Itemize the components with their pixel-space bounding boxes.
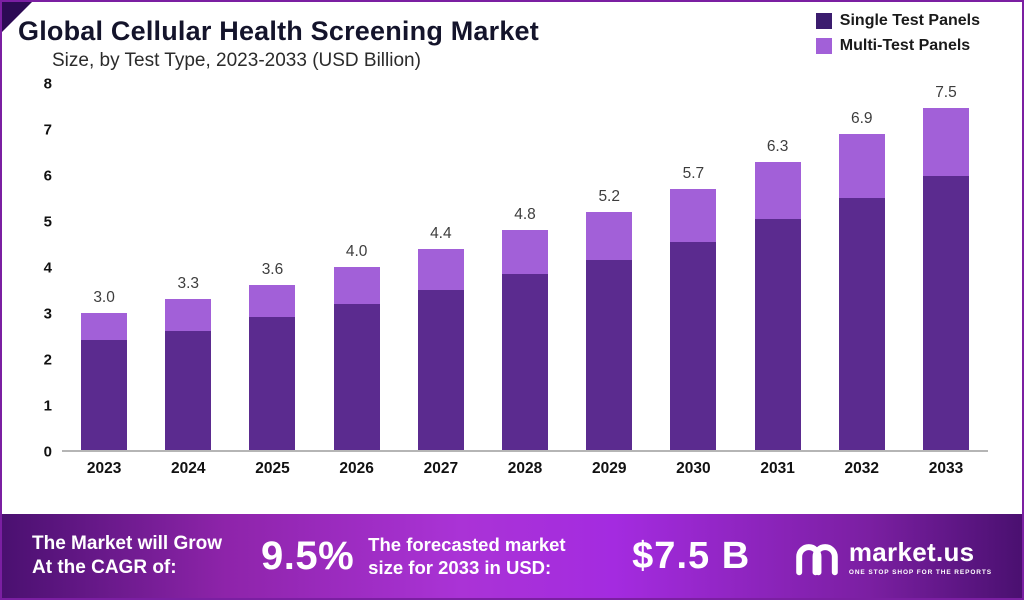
bar-segment-multi-test [670, 189, 717, 242]
bar-segment-multi-test [586, 212, 633, 261]
y-axis-tick-label: 3 [43, 305, 52, 323]
bar-segment-multi-test [81, 312, 128, 341]
bar-group: 4.4 [399, 84, 483, 451]
cagr-value: 9.5% [261, 533, 355, 578]
y-axis-tick-label: 7 [43, 121, 52, 139]
bar-total-label: 4.8 [514, 206, 536, 224]
bar-group: 5.2 [567, 84, 651, 451]
banner-cagr-caption-line2: At the CAGR of: [32, 557, 177, 578]
bar-segment-multi-test [838, 134, 885, 199]
bar-chart: 0 1 2 3 4 5 6 7 8 3.0 3.3 3.6 4.0 4.4 4.8 5.2 5.7 6.3 6.9… [2, 76, 1022, 486]
page-title: Global Cellular Health Screening Market [18, 16, 539, 46]
bar-segment-single-test [81, 340, 128, 451]
bar-group: 4.8 [483, 84, 567, 451]
bar-segment-single-test [333, 303, 380, 451]
y-axis-tick-label: 4 [43, 259, 52, 277]
footer-banner: The Market will Grow At the CAGR of: 9.5… [2, 514, 1022, 598]
y-axis-tick-label: 5 [43, 213, 52, 231]
banner-forecast-caption-line1: The forecasted market [368, 533, 566, 555]
x-axis-year-label: 2023 [86, 460, 122, 478]
banner-forecast-caption-line2: size for 2033 in USD: [368, 557, 552, 578]
bar-segment-single-test [754, 219, 801, 451]
x-axis-year-label: 2031 [760, 460, 795, 478]
banner-cagr-caption-line1: The Market will Grow [32, 533, 223, 555]
bar-segment-multi-test [249, 285, 296, 318]
bar-total-label: 7.5 [935, 84, 957, 102]
chart-header: Global Cellular Health Screening Market … [2, 2, 1022, 72]
plot-area-wrap: 3.0 3.3 3.6 4.0 4.4 4.8 5.2 5.7 6.3 6.9 7.5 2023 20… [62, 84, 988, 486]
plot-area: 3.0 3.3 3.6 4.0 4.4 4.8 5.2 5.7 6.3 6.9 7.5 [62, 84, 988, 453]
bar-segment-multi-test [165, 299, 212, 332]
y-axis-tick-label: 6 [43, 167, 52, 185]
banner-forecast-caption: The forecasted market size for 2033 in U… [368, 533, 618, 579]
brand-text: market.us ONE STOP SHOP FOR THE REPORTS [849, 537, 992, 576]
bar-group: 6.3 [736, 84, 820, 451]
brand-block: market.us ONE STOP SHOP FOR THE REPORTS [794, 536, 992, 576]
bar-segment-multi-test [333, 267, 380, 304]
bar-group: 6.9 [820, 84, 904, 451]
legend-swatch [815, 38, 832, 54]
y-axis-tick-label: 1 [43, 397, 52, 415]
legend-item: Multi-Test Panels [815, 37, 980, 55]
bar-group: 7.5 [904, 84, 988, 451]
banner-cagr-caption: The Market will Grow At the CAGR of: [32, 532, 247, 580]
bar-total-label: 5.7 [682, 165, 705, 183]
bar-total-label: 5.2 [598, 188, 620, 206]
legend-item: Single Test Panels [815, 12, 980, 30]
chart-legend: Single Test Panels Multi-Test Panels [815, 12, 980, 55]
bar-total-label: 4.0 [345, 243, 368, 261]
bar-segment-single-test [838, 198, 885, 451]
legend-swatch [815, 13, 832, 29]
bar-group: 3.6 [230, 84, 314, 451]
y-axis: 0 1 2 3 4 5 6 7 8 [28, 76, 62, 461]
bar-group: 3.3 [146, 84, 230, 451]
bar-segment-single-test [670, 241, 717, 451]
y-axis-tick-label: 8 [43, 75, 52, 93]
brand-name: market.us [848, 536, 975, 567]
bar-group: 3.0 [62, 84, 146, 451]
x-axis-year-label: 2032 [844, 460, 880, 478]
corner-accent [2, 2, 32, 32]
bar-segment-single-test [922, 176, 969, 451]
bar-segment-single-test [165, 331, 212, 451]
bar-segment-single-test [417, 289, 464, 451]
forecast-value: $7.5 B [632, 534, 751, 577]
bar-group: 5.7 [651, 84, 735, 451]
y-axis-tick-label: 0 [43, 443, 52, 461]
bar-total-label: 6.9 [851, 110, 873, 128]
x-axis-year-label: 2024 [171, 460, 206, 478]
x-axis-labels: 2023 2024 2025 2026 2027 2028 2029 2030 2031 2032… [62, 452, 988, 486]
bar-total-label: 3.6 [261, 261, 284, 279]
bar-total-label: 3.3 [177, 275, 200, 293]
bar-segment-multi-test [502, 230, 549, 274]
market-us-logo-icon [796, 544, 838, 576]
bar-total-label: 6.3 [766, 137, 789, 155]
bar-total-label: 3.0 [93, 288, 115, 306]
chart-subtitle: Size, by Test Type, 2023-2033 (USD Billi… [52, 50, 421, 72]
x-axis-year-label: 2028 [507, 460, 543, 478]
legend-label: Single Test Panels [839, 12, 980, 29]
brand-tagline: ONE STOP SHOP FOR THE REPORTS [848, 568, 992, 576]
x-axis-year-label: 2029 [591, 460, 627, 478]
x-axis-year-label: 2033 [928, 460, 964, 478]
bar-total-label: 4.4 [430, 224, 452, 242]
x-axis-year-label: 2030 [676, 460, 711, 478]
bar-segment-single-test [249, 317, 296, 451]
x-axis-year-label: 2026 [339, 460, 374, 478]
x-axis-year-label: 2025 [255, 460, 290, 478]
bar-segment-multi-test [417, 248, 464, 290]
y-axis-tick-label: 2 [43, 351, 52, 369]
legend-label: Multi-Test Panels [839, 37, 971, 54]
bar-segment-multi-test [922, 108, 969, 177]
bar-segment-single-test [586, 260, 633, 451]
bar-group: 4.0 [315, 84, 399, 451]
bar-segment-single-test [502, 273, 549, 451]
bar-segment-multi-test [754, 161, 801, 220]
x-axis-year-label: 2027 [423, 460, 459, 478]
